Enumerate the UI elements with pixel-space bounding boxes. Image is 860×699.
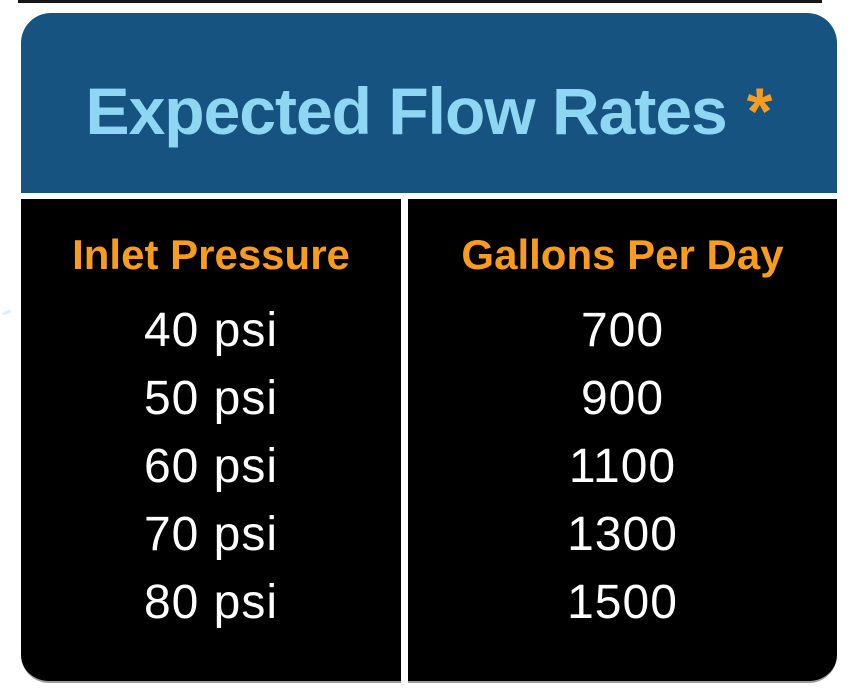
table-cell: 700 xyxy=(580,304,665,357)
header-banner: Expected Flow Rates * xyxy=(21,13,837,193)
table-cell: 900 xyxy=(580,372,665,425)
gallons-per-day-values: 700 900 1100 1300 1500 xyxy=(567,297,678,637)
column-header-inlet-pressure: Inlet Pressure xyxy=(72,231,350,278)
column-inlet-pressure: Inlet Pressure 40 psi 50 psi 60 psi 70 p… xyxy=(21,199,401,683)
table-cell: 60 psi xyxy=(143,440,279,493)
footnote-asterisk: * xyxy=(746,74,773,148)
inlet-pressure-values: 40 psi 50 psi 60 psi 70 psi 80 psi xyxy=(144,297,278,637)
table-cell: 1100 xyxy=(568,440,677,493)
table-cell: 50 psi xyxy=(143,372,279,425)
column-header-gallons-per-day: Gallons Per Day xyxy=(461,231,784,278)
table-cell: 1500 xyxy=(567,576,678,629)
column-gallons-per-day: Gallons Per Day 700 900 1100 1300 1500 xyxy=(408,199,837,683)
table-cell: 70 psi xyxy=(143,508,279,561)
top-hairline xyxy=(18,0,822,3)
page-title: Expected Flow Rates xyxy=(85,74,728,148)
table-cell: 80 psi xyxy=(143,576,279,629)
table-cell: 40 psi xyxy=(143,304,279,357)
stray-mark xyxy=(1,309,12,316)
table-cell: 1300 xyxy=(567,508,678,561)
